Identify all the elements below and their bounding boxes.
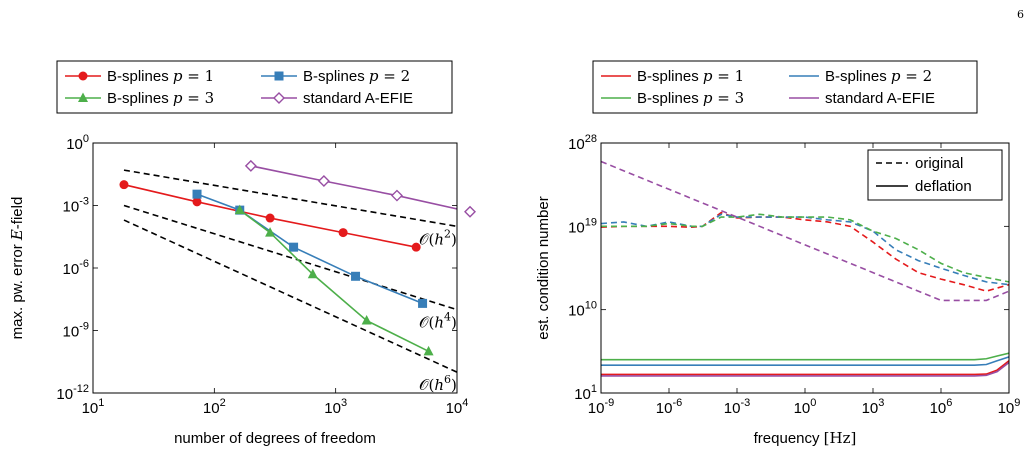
- x-tick-label: 103: [324, 397, 347, 417]
- series-line-original: [601, 213, 1009, 286]
- legend-marker: [78, 92, 88, 102]
- legend-label: B-splines p = 3: [637, 89, 744, 107]
- x-tick-label: 10-9: [588, 397, 614, 417]
- data-point: [119, 180, 129, 190]
- legend-box: [56, 60, 453, 114]
- x-tick-label: 100: [794, 397, 817, 417]
- x-tick-label: 104: [446, 397, 469, 417]
- data-point: [289, 242, 299, 252]
- y-tick-label: 1028: [568, 133, 597, 153]
- y-tick-label: 10-12: [56, 383, 89, 403]
- series-line-deflation: [601, 361, 1009, 377]
- reference-line: [123, 169, 457, 228]
- style-legend-label: deflation: [915, 178, 972, 195]
- legend-marker: [78, 71, 88, 81]
- reference-label: 𝒪(h4): [419, 311, 457, 332]
- x-tick-label: 106: [930, 397, 953, 417]
- series-line-original: [601, 160, 1009, 302]
- style-legend-box: [867, 149, 1003, 201]
- data-point: [390, 189, 403, 202]
- axes-frame: [92, 142, 458, 394]
- page-number: 6: [1017, 8, 1024, 21]
- data-point: [307, 268, 318, 279]
- reference-label: 𝒪(h2): [419, 227, 457, 248]
- legend-marker: [274, 71, 284, 81]
- x-tick-label: 101: [82, 397, 105, 417]
- series-line-original: [601, 211, 1009, 292]
- x-tick-label: 109: [998, 397, 1021, 417]
- series-line: [250, 165, 457, 210]
- reference-line: [123, 204, 457, 311]
- data-point: [361, 315, 372, 325]
- legend-box: [592, 60, 978, 114]
- series-line: [196, 193, 423, 305]
- legend-label: B-splines p = 2: [825, 67, 932, 85]
- data-point: [464, 205, 476, 218]
- style-legend-label: original: [915, 155, 963, 172]
- axes-frame: [600, 142, 1010, 394]
- reference-line: [123, 219, 457, 373]
- y-tick-label: 1019: [568, 216, 597, 236]
- series-line-deflation: [601, 352, 1009, 361]
- legend-label: standard A-EFIE: [303, 90, 413, 107]
- y-tick-label: 101: [574, 383, 597, 403]
- data-point: [423, 345, 434, 356]
- x-axis-label: frequency [Hz]: [754, 429, 857, 447]
- y-tick-label: 10-6: [63, 258, 89, 278]
- data-point: [192, 197, 202, 207]
- legend-label: B-splines p = 1: [637, 67, 744, 85]
- x-tick-label: 10-3: [724, 397, 750, 417]
- data-point: [411, 242, 421, 252]
- series-line-deflation: [601, 356, 1009, 367]
- data-point: [192, 189, 202, 199]
- x-axis-label: number of degrees of freedom: [174, 430, 376, 447]
- legend-label: B-splines p = 1: [107, 67, 214, 85]
- data-point: [234, 204, 245, 215]
- legend-label: B-splines p = 2: [303, 67, 410, 85]
- legend-label: standard A-EFIE: [825, 90, 935, 107]
- y-tick-label: 10-3: [63, 196, 89, 216]
- legend-marker: [273, 92, 285, 104]
- y-tick-label: 100: [66, 133, 89, 153]
- y-axis-label: est. condition number: [535, 196, 552, 339]
- data-point: [338, 228, 348, 238]
- legend-label: B-splines p = 3: [107, 89, 214, 107]
- y-tick-label: 1010: [568, 300, 597, 320]
- data-point: [244, 159, 257, 172]
- series-line-deflation: [601, 360, 1009, 376]
- x-tick-label: 103: [862, 397, 885, 417]
- data-point: [265, 213, 275, 223]
- data-point: [418, 298, 428, 308]
- y-tick-label: 10-9: [63, 321, 89, 341]
- y-axis-label: max. pw. error E-field: [8, 197, 26, 340]
- data-point: [317, 175, 330, 187]
- data-point: [265, 227, 276, 237]
- x-tick-label: 102: [203, 397, 226, 417]
- series-line-original: [601, 213, 1009, 283]
- data-point: [351, 271, 361, 281]
- reference-label: 𝒪(h6): [419, 373, 457, 394]
- x-tick-label: 10-6: [656, 397, 682, 417]
